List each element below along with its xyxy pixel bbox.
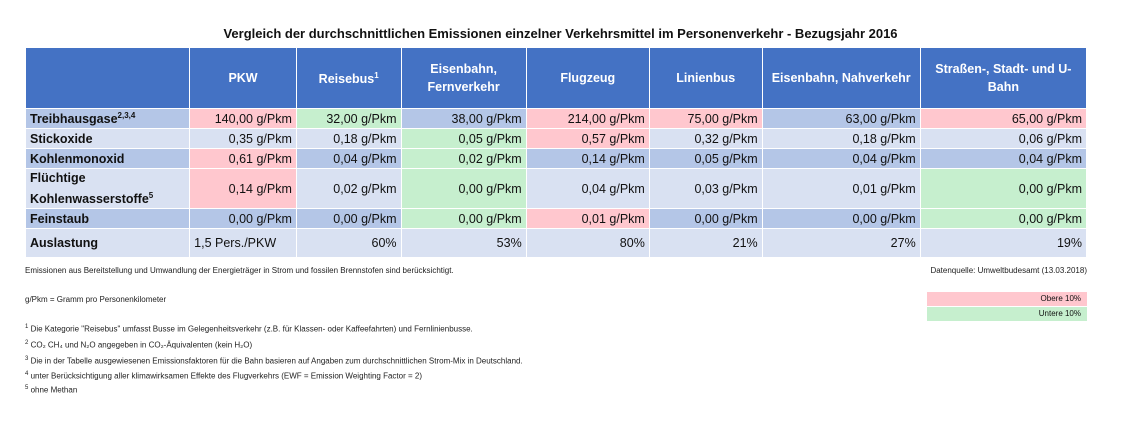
table-cell: 60%	[295, 228, 402, 259]
table-cell: 0,04 g/Pkm	[525, 167, 650, 210]
table-cell: 75,00 g/Pkm	[648, 108, 763, 129]
table-cell: 0,04 g/Pkm	[295, 148, 402, 169]
row-label: Stickoxide	[24, 128, 191, 149]
legend-lower: Untere 10%	[927, 307, 1087, 321]
footnote-2: 2 CO₂ CH₄ und N₂O angegeben in CO₂-Äquiv…	[25, 340, 252, 350]
table-cell: 0,61 g/Pkm	[189, 148, 297, 169]
header-linienbus: Linienbus	[648, 47, 763, 109]
table-cell: 80%	[525, 228, 650, 259]
footnote-1: 1 Die Kategorie "Reisebus" umfasst Busse…	[25, 324, 473, 334]
table-cell: 0,57 g/Pkm	[525, 128, 650, 149]
footnote-4-text: unter Berücksichtigung aller klimawirksa…	[30, 371, 422, 381]
table-cell: 0,00 g/Pkm	[919, 167, 1088, 210]
header-row: PKW Reisebus1 Eisenbahn, Fernverkehr Flu…	[24, 47, 1088, 109]
table-cell: 63,00 g/Pkm	[761, 108, 921, 129]
row-label-text: Flüchtige Kohlenwasserstoffe	[30, 171, 149, 207]
table-cell: 0,14 g/Pkm	[189, 167, 297, 210]
table-cell: 0,00 g/Pkm	[189, 208, 297, 230]
table-cell: 1,5 Pers./PKW	[189, 228, 297, 259]
footnote-1-number: 1	[25, 324, 29, 330]
footnote-2-text: CO₂ CH₄ und N₂O angegeben in CO₂-Äquival…	[30, 340, 253, 350]
table-row: Auslastung 1,5 Pers./PKW 60% 53% 80% 21%…	[24, 228, 1088, 259]
table-cell: 0,05 g/Pkm	[648, 148, 763, 169]
table-title: Vergleich der durchschnittlichen Emissio…	[223, 26, 898, 41]
table-row: Stickoxide 0,35 g/Pkm 0,18 g/Pkm 0,05 g/…	[24, 128, 1088, 149]
footnote-4-number: 4	[25, 371, 29, 377]
footnote-1-text: Die Kategorie "Reisebus" umfasst Busse i…	[30, 324, 473, 334]
table-cell: 0,00 g/Pkm	[400, 167, 527, 210]
table-row: Flüchtige Kohlenwasserstoffe5 0,14 g/Pkm…	[24, 167, 1088, 210]
table-cell: 27%	[761, 228, 921, 259]
table-cell: 32,00 g/Pkm	[295, 108, 402, 129]
data-source: Datenquelle: Umweltbudesamt (13.03.2018)	[930, 266, 1087, 275]
header-eisenbahn-nah: Eisenbahn, Nahverkehr	[761, 47, 921, 109]
table-cell: 0,03 g/Pkm	[648, 167, 763, 210]
table-cell: 0,32 g/Pkm	[648, 128, 763, 149]
table-cell: 0,00 g/Pkm	[400, 208, 527, 230]
table-cell: 21%	[648, 228, 763, 259]
table-cell: 65,00 g/Pkm	[919, 108, 1088, 129]
table-cell: 140,00 g/Pkm	[189, 108, 297, 129]
table-cell: 0,04 g/Pkm	[919, 148, 1088, 169]
row-label-sup: 2,3,4	[117, 110, 136, 120]
header-flugzeug: Flugzeug	[525, 47, 650, 109]
footnote-3-number: 3	[25, 356, 29, 362]
table-cell: 0,00 g/Pkm	[919, 208, 1088, 230]
footnote-2-number: 2	[25, 340, 29, 346]
row-label-text: Feinstaub	[30, 211, 90, 226]
table-cell: 214,00 g/Pkm	[525, 108, 650, 129]
legend-upper: Obere 10%	[927, 292, 1087, 306]
footnote-5-text: ohne Methan	[30, 385, 78, 395]
table-cell: 0,00 g/Pkm	[761, 208, 921, 230]
emissions-table: PKW Reisebus1 Eisenbahn, Fernverkehr Flu…	[24, 47, 1088, 259]
table-cell: 0,01 g/Pkm	[525, 208, 650, 230]
table-cell: 53%	[400, 228, 527, 259]
table-cell: 19%	[919, 228, 1088, 259]
header-empty	[24, 47, 191, 109]
table-row: Kohlenmonoxid 0,61 g/Pkm 0,04 g/Pkm 0,02…	[24, 148, 1088, 169]
row-label-text: Treibhausgase	[30, 112, 118, 127]
table-cell: 0,00 g/Pkm	[295, 208, 402, 230]
footnote-5-number: 5	[25, 385, 29, 391]
row-label-text: Stickoxide	[30, 131, 93, 146]
table-cell: 38,00 g/Pkm	[400, 108, 527, 129]
table-cell: 0,18 g/Pkm	[761, 128, 921, 149]
emissions-note: Emissionen aus Bereitstellung und Umwand…	[25, 266, 454, 275]
row-label-sup: 5	[148, 191, 154, 200]
row-label: Treibhausgase2,3,4	[24, 108, 191, 129]
table-row: Feinstaub 0,00 g/Pkm 0,00 g/Pkm 0,00 g/P…	[24, 208, 1088, 230]
footnote-3-text: Die in der Tabelle ausgewiesenen Emissio…	[30, 356, 523, 366]
table-cell: 0,02 g/Pkm	[295, 167, 402, 210]
table-cell: 0,05 g/Pkm	[400, 128, 527, 149]
header-reisebus-sup: 1	[374, 71, 379, 81]
table-row: Treibhausgase2,3,4 140,00 g/Pkm 32,00 g/…	[24, 108, 1088, 129]
header-strassenbahn: Straßen-, Stadt- und U-Bahn	[919, 47, 1088, 109]
header-reisebus-label: Reisebus	[318, 72, 375, 87]
footnote-3: 3 Die in der Tabelle ausgewiesenen Emiss…	[25, 356, 523, 366]
table-cell: 0,35 g/Pkm	[189, 128, 297, 149]
unit-note: g/Pkm = Gramm pro Personenkilometer	[25, 295, 167, 304]
row-label-text: Auslastung	[30, 236, 99, 251]
row-label: Feinstaub	[24, 208, 191, 230]
row-label-text: Kohlenmonoxid	[30, 151, 125, 166]
header-reisebus: Reisebus1	[295, 47, 402, 109]
table-cell: 0,00 g/Pkm	[648, 208, 763, 230]
table-cell: 0,01 g/Pkm	[761, 167, 921, 210]
footnote-4: 4 unter Berücksichtigung aller klimawirk…	[25, 371, 422, 381]
table-cell: 0,18 g/Pkm	[295, 128, 402, 149]
header-pkw: PKW	[189, 47, 297, 109]
table-cell: 0,04 g/Pkm	[761, 148, 921, 169]
table-cell: 0,02 g/Pkm	[400, 148, 527, 169]
row-label: Auslastung	[24, 228, 191, 259]
table-cell: 0,14 g/Pkm	[525, 148, 650, 169]
table-cell: 0,06 g/Pkm	[919, 128, 1088, 149]
row-label: Kohlenmonoxid	[24, 148, 191, 169]
footnote-5: 5 ohne Methan	[25, 385, 77, 395]
row-label: Flüchtige Kohlenwasserstoffe5	[24, 167, 191, 210]
header-eisenbahn-fern: Eisenbahn, Fernverkehr	[400, 47, 527, 109]
